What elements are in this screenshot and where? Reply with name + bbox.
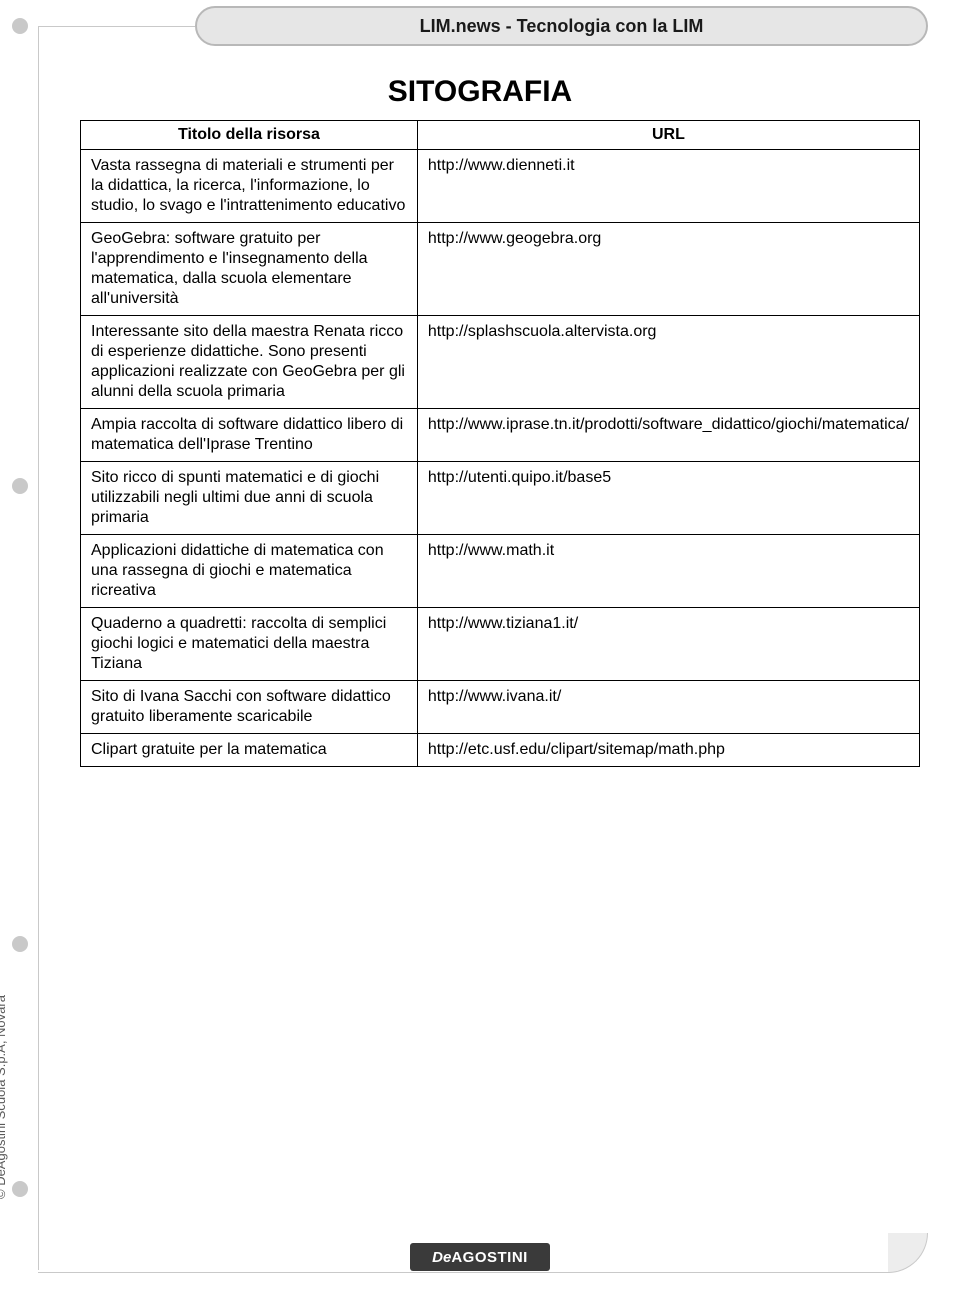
resource-title: Quaderno a quadretti: raccolta di sempli… (81, 608, 418, 681)
table-row: Quaderno a quadretti: raccolta di sempli… (81, 608, 920, 681)
table-row: Interessante sito della maestra Renata r… (81, 316, 920, 409)
resource-url: http://www.dienneti.it (417, 150, 919, 223)
resource-title: Clipart gratuite per la matematica (81, 734, 418, 767)
margin-line (38, 26, 39, 1270)
hole-punch-dot (12, 478, 28, 494)
hole-punch-dot (12, 18, 28, 34)
sitography-table: Titolo della risorsa URL Vasta rassegna … (80, 120, 920, 767)
table-header-row: Titolo della risorsa URL (81, 121, 920, 150)
publisher-logo: DeAGOSTINI (410, 1243, 550, 1271)
table-row: Vasta rassegna di materiali e strumenti … (81, 150, 920, 223)
hole-punch-dot (12, 1181, 28, 1197)
table-row: Ampia raccolta di software didattico lib… (81, 409, 920, 462)
resource-url: http://www.geogebra.org (417, 223, 919, 316)
resource-url: http://www.tiziana1.it/ (417, 608, 919, 681)
resource-url: http://www.math.it (417, 535, 919, 608)
resource-title: Sito di Ivana Sacchi con software didatt… (81, 681, 418, 734)
header-title: LIM.news - Tecnologia con la LIM (420, 16, 704, 37)
resource-title: Interessante sito della maestra Renata r… (81, 316, 418, 409)
header-connector-line (38, 26, 195, 27)
resource-title: Vasta rassegna di materiali e strumenti … (81, 150, 418, 223)
resource-url: http://utenti.quipo.it/base5 (417, 462, 919, 535)
table-row: GeoGebra: software gratuito per l'appren… (81, 223, 920, 316)
table-row: Sito di Ivana Sacchi con software didatt… (81, 681, 920, 734)
resource-title: Applicazioni didattiche di matematica co… (81, 535, 418, 608)
page-title: SITOGRAFIA (0, 75, 960, 109)
copyright-text: © DeAgostini Scuola S.p.A, Novara (0, 995, 8, 1199)
resource-title: GeoGebra: software gratuito per l'appren… (81, 223, 418, 316)
resource-url: http://splashscuola.altervista.org (417, 316, 919, 409)
column-header-title: Titolo della risorsa (81, 121, 418, 150)
resource-url: http://www.ivana.it/ (417, 681, 919, 734)
page: LIM.news - Tecnologia con la LIM SITOGRA… (0, 0, 960, 1299)
resource-title: Ampia raccolta di software didattico lib… (81, 409, 418, 462)
bottom-line (38, 1272, 888, 1273)
resource-url: http://www.iprase.tn.it/prodotti/softwar… (417, 409, 919, 462)
header-pill: LIM.news - Tecnologia con la LIM (195, 6, 928, 46)
column-header-url: URL (417, 121, 919, 150)
resource-url: http://etc.usf.edu/clipart/sitemap/math.… (417, 734, 919, 767)
table-row: Clipart gratuite per la matematica http:… (81, 734, 920, 767)
logo-part-agostini: AGOSTINI (451, 1249, 528, 1266)
corner-decoration (888, 1233, 928, 1273)
table-row: Applicazioni didattiche di matematica co… (81, 535, 920, 608)
logo-part-de: De (432, 1249, 451, 1266)
table-row: Sito ricco di spunti matematici e di gio… (81, 462, 920, 535)
resource-title: Sito ricco di spunti matematici e di gio… (81, 462, 418, 535)
hole-punch-dot (12, 936, 28, 952)
